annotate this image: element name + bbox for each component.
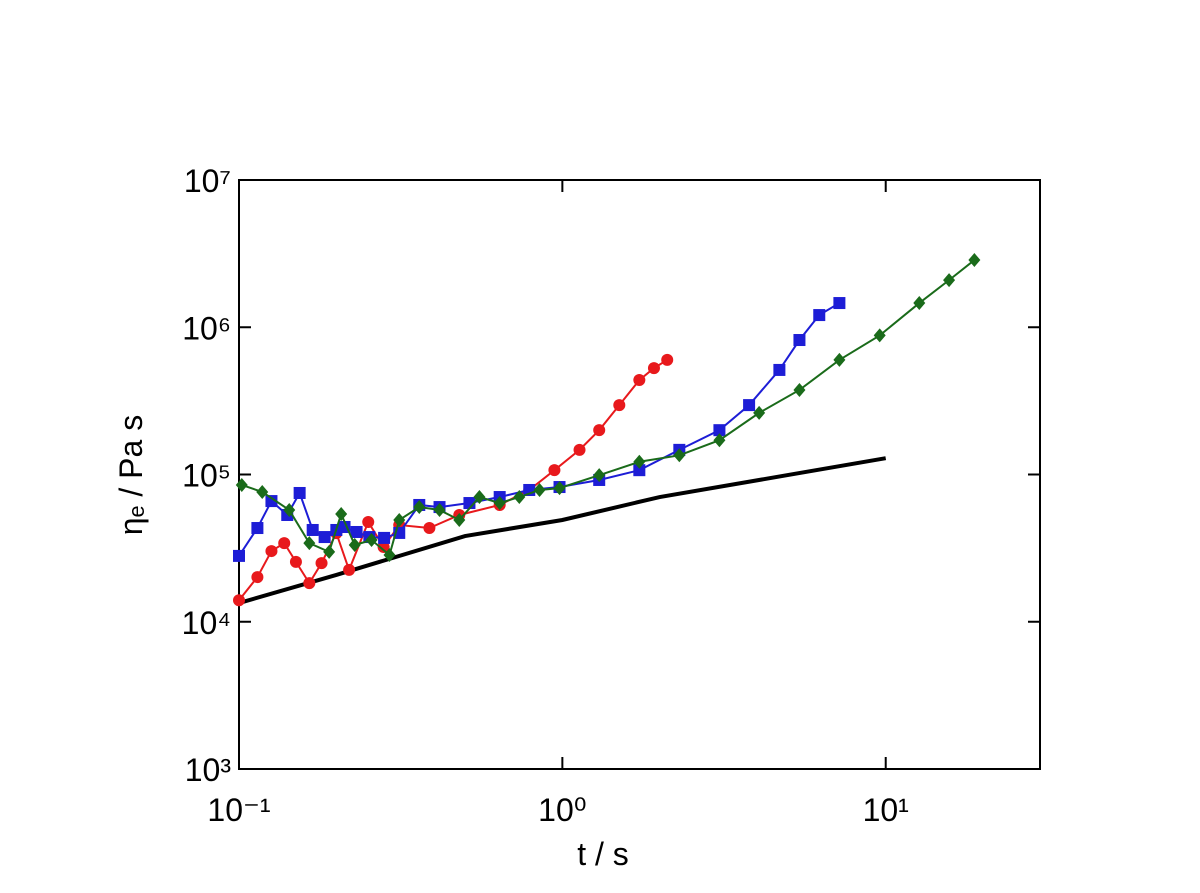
data-point: [633, 374, 646, 387]
data-point: [335, 507, 348, 522]
data-point: [793, 382, 806, 397]
data-point: [251, 571, 264, 584]
data-point: [773, 363, 786, 376]
data-point: [315, 557, 328, 570]
data-point: [413, 500, 426, 515]
data-point: [613, 399, 626, 412]
data-point: [233, 549, 245, 562]
x-axis-label: t / s: [577, 836, 629, 872]
data-point: [377, 540, 390, 553]
y-tick-label: 10⁶: [182, 310, 231, 346]
data-point: [533, 482, 546, 497]
data-point: [593, 424, 606, 437]
data-point: [303, 536, 316, 551]
data-point: [548, 464, 561, 477]
x-tick-label: 10⁻¹: [207, 792, 270, 828]
y-tick-label: 10⁷: [184, 163, 231, 199]
data-point: [553, 481, 566, 496]
y-tick-label: 10⁵: [182, 458, 231, 494]
data-point: [813, 309, 826, 322]
data-point: [278, 537, 291, 550]
data-point: [713, 424, 726, 437]
data-point: [673, 448, 686, 463]
data-point: [873, 328, 886, 343]
data-point: [362, 515, 375, 528]
data-point: [647, 362, 660, 375]
data-point: [293, 486, 306, 499]
data-point: [573, 443, 586, 456]
data-point: [365, 533, 378, 548]
series-line: [238, 302, 840, 557]
data-point: [913, 296, 926, 311]
y-axis-label: ηₑ / Pa s: [113, 415, 149, 535]
data-point: [943, 273, 956, 288]
data-point: [251, 522, 264, 535]
data-point: [233, 594, 245, 607]
data-point: [473, 490, 486, 505]
data-point: [265, 545, 278, 558]
data-point: [256, 484, 269, 499]
data-point: [968, 253, 981, 268]
data-point: [753, 405, 766, 420]
data-point: [283, 503, 296, 518]
data-point: [378, 531, 391, 544]
data-point: [453, 512, 466, 527]
data-point: [713, 433, 726, 448]
data-point: [593, 468, 606, 483]
data-point: [793, 334, 806, 347]
data-point: [318, 531, 331, 544]
data-point: [423, 522, 436, 535]
data-point: [323, 544, 336, 559]
data-point: [306, 523, 319, 536]
series-line: [238, 456, 887, 605]
data-point: [633, 454, 646, 469]
data-point: [348, 538, 361, 553]
data-point: [343, 563, 356, 576]
data-point: [833, 297, 846, 310]
y-tick-label: 10³: [185, 752, 232, 788]
data-point: [743, 399, 756, 412]
data-point: [350, 525, 363, 538]
data-point: [493, 496, 506, 511]
data-point: [513, 490, 526, 505]
data-point: [433, 503, 446, 518]
data-point: [633, 464, 646, 477]
data-point: [393, 512, 406, 527]
data-point: [661, 353, 674, 366]
data-point: [289, 555, 302, 568]
x-tick-label: 10⁰: [538, 792, 586, 828]
data-point: [833, 352, 846, 367]
data-point: [265, 495, 278, 508]
y-tick-label: 10⁴: [182, 605, 231, 641]
x-tick-label: 10¹: [863, 792, 909, 828]
data-point: [383, 547, 396, 562]
data-point: [235, 477, 248, 492]
data-point: [303, 577, 316, 590]
